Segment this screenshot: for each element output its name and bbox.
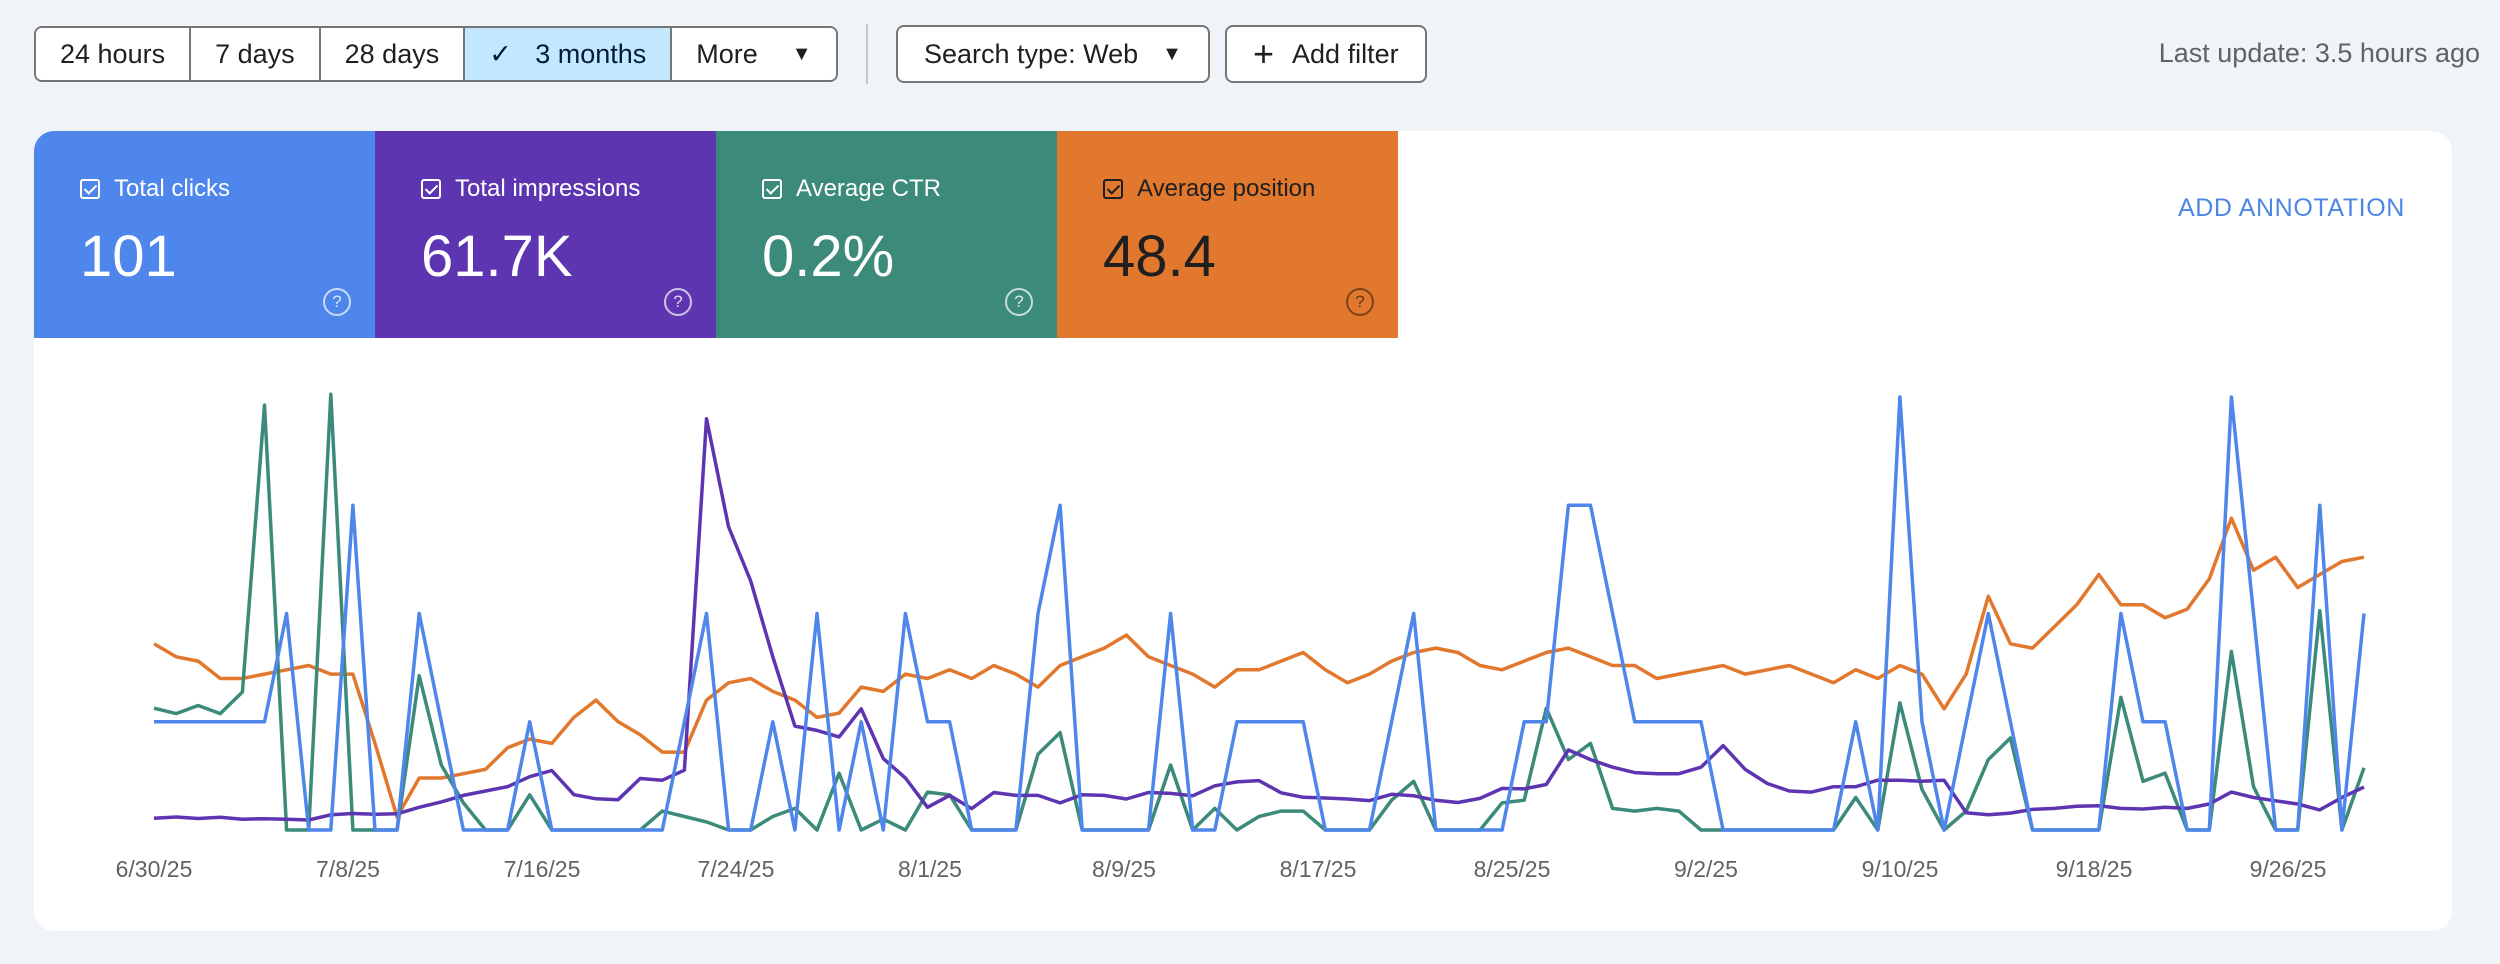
range-button-28-days[interactable]: 28 days [320,28,466,80]
last-update-text: Last update: 3.5 hours ago [2158,38,2480,68]
checkbox-icon [80,179,100,199]
checkbox-icon [1103,179,1123,199]
add-filter-label: Add filter [1292,38,1399,69]
range-label: More [696,38,758,69]
x-tick-label: 7/8/25 [316,856,380,882]
x-tick-label: 8/1/25 [898,856,962,882]
x-tick-label: 8/17/25 [1280,856,1357,882]
range-label: 28 days [344,38,440,69]
metric-tab-average-ctr[interactable]: Average CTR 0.2%? [716,131,1057,338]
add-filter-button[interactable]: + Add filter [1225,25,1427,83]
series-line-average-ctr [153,392,2366,832]
help-icon[interactable]: ? [323,288,351,316]
plus-icon: + [1253,33,1275,74]
series-line-total-impressions [153,416,2365,822]
series-line-total-clicks [154,395,2366,832]
date-range-segmented-control: 24 hours 7 days 28 days ✓ 3 months More ▼ [34,26,838,82]
search-type-dropdown[interactable]: Search type: Web ▼ [896,25,1210,83]
help-icon[interactable]: ? [1005,288,1033,316]
metric-label: Average CTR [796,175,941,202]
series-line-average-position [153,516,2365,819]
x-tick-label: 8/9/25 [1092,856,1156,882]
x-tick-label: 6/30/25 [116,856,193,882]
metric-label: Average position [1137,175,1316,202]
x-tick-label: 9/26/25 [2250,856,2327,882]
help-icon[interactable]: ? [1346,288,1374,316]
help-icon[interactable]: ? [664,288,692,316]
metric-label: Total impressions [455,175,641,202]
metric-value: 61.7K [421,224,573,289]
metric-tab-total-clicks[interactable]: Total clicks 101? [34,131,375,338]
metric-header: Total impressions [421,175,716,203]
search-type-label: Search type: Web [924,38,1139,69]
performance-card: Total clicks 101? Total impressions 61.7K? A… [34,131,2452,931]
metric-value: 101 [80,224,177,289]
chevron-down-icon: ▼ [1162,42,1182,65]
x-tick-label: 9/18/25 [2056,856,2133,882]
add-annotation-button[interactable]: ADD ANNOTATION [2178,194,2405,222]
metric-label: Total clicks [114,175,231,202]
range-button-3-months[interactable]: ✓ 3 months [465,28,673,80]
metric-tab-average-position[interactable]: Average position 48.4? [1057,131,1398,338]
chevron-down-icon: ▼ [791,42,812,65]
performance-chart: 6/30/25 7/8/25 7/16/25 7/24/25 8/1/25 8/9/25 8… [116,392,2366,882]
range-label: 7 days [215,38,295,69]
metric-value: 0.2% [762,224,895,289]
checkbox-icon [421,179,441,199]
x-tick-label: 9/10/25 [1862,856,1939,882]
x-tick-label: 8/25/25 [1474,856,1551,882]
check-icon: ✓ [489,38,512,69]
toolbar-divider [866,24,868,84]
metric-value: 48.4 [1103,224,1216,289]
x-tick-label: 9/2/25 [1674,856,1738,882]
range-button-7-days[interactable]: 7 days [191,28,321,80]
x-tick-label: 7/16/25 [504,856,581,882]
range-label: 3 months [535,38,647,69]
checkbox-icon [762,179,782,199]
range-button-24-hours[interactable]: 24 hours [36,28,192,80]
range-label: 24 hours [60,38,166,69]
x-tick-label: 7/24/25 [698,856,775,882]
date-range-selector: 24 hours 7 days 28 days ✓ 3 months More ▼ [34,25,838,83]
metric-tab-total-impressions[interactable]: Total impressions 61.7K? [375,131,716,338]
metric-tabs: Total clicks 101? Total impressions 61.7K? A… [34,131,1398,338]
metric-header: Average position [1103,175,1398,203]
metric-header: Average CTR [762,175,1057,203]
metric-header: Total clicks [80,175,375,203]
range-button-more[interactable]: More ▼ [672,28,836,80]
